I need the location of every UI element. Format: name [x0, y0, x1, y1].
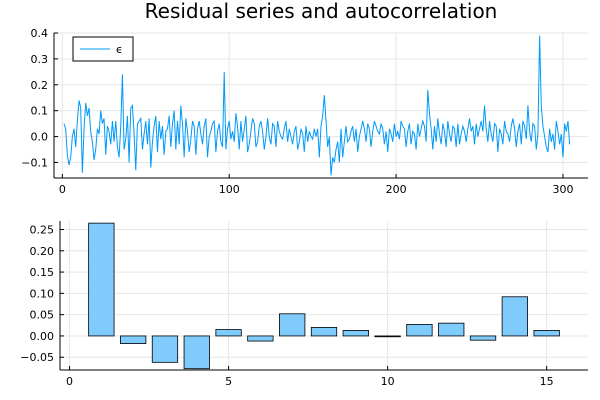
acf-bar: [374, 335, 401, 338]
acf-bar: [533, 330, 560, 337]
acf-bar: [88, 222, 115, 337]
bottom-x-tick-label: 10: [381, 375, 395, 388]
bottom-y-tick-label: 0.00: [30, 330, 55, 343]
residual-series-panel: 0 100 200 300 −0.1 0.0 0.1 0.2 0.3 0.4 ϵ: [21, 27, 588, 196]
acf-bar: [215, 329, 242, 337]
bottom-x-tick-label: 5: [225, 375, 232, 388]
acf-bar: [342, 330, 369, 337]
bottom-y-tick-label: 0.20: [30, 245, 55, 258]
bottom-x-tick-label: 0: [66, 375, 73, 388]
top-x-tick-label: 300: [552, 183, 573, 196]
bottom-y-tick-label: 0.25: [30, 224, 55, 237]
chart-title: Residual series and autocorrelation: [145, 0, 498, 23]
top-y-tick-label: 0.3: [31, 53, 49, 66]
bottom-y-tick-label: 0.15: [30, 266, 55, 279]
top-y-tick-label: 0.0: [31, 131, 49, 144]
top-y-tick-label: 0.1: [31, 105, 49, 118]
top-y-tick-label: 0.2: [31, 79, 49, 92]
top-x-tick-label: 100: [219, 183, 240, 196]
acf-bar: [438, 322, 465, 337]
top-x-tick-label: 0: [59, 183, 66, 196]
series-line-epsilon: [63, 35, 571, 176]
acf-bar: [151, 335, 179, 363]
acf-bar: [247, 335, 274, 342]
top-x-tick-label: 200: [386, 183, 407, 196]
acf-bar: [120, 335, 147, 345]
legend-label: ϵ: [116, 43, 123, 56]
top-y-tick-label: −0.1: [21, 156, 48, 169]
legend: ϵ: [72, 36, 134, 62]
bottom-y-tick-label: 0.10: [30, 287, 55, 300]
bottom-y-tick-label: −0.05: [20, 351, 54, 364]
acf-bar: [469, 335, 497, 341]
top-y-tick-label: 0.4: [31, 27, 49, 40]
acf-bar: [279, 313, 306, 337]
acf-bar: [310, 327, 338, 337]
autocorrelation-panel: 0 5 10 15 −0.05 0.00 0.05 0.10 0.15 0.20 0.25: [20, 221, 588, 388]
bottom-x-tick-label: 15: [540, 375, 554, 388]
bottom-y-tick-label: 0.05: [30, 309, 55, 322]
acf-bar: [406, 324, 433, 337]
acf-bar: [183, 335, 210, 370]
acf-bar: [501, 296, 528, 337]
